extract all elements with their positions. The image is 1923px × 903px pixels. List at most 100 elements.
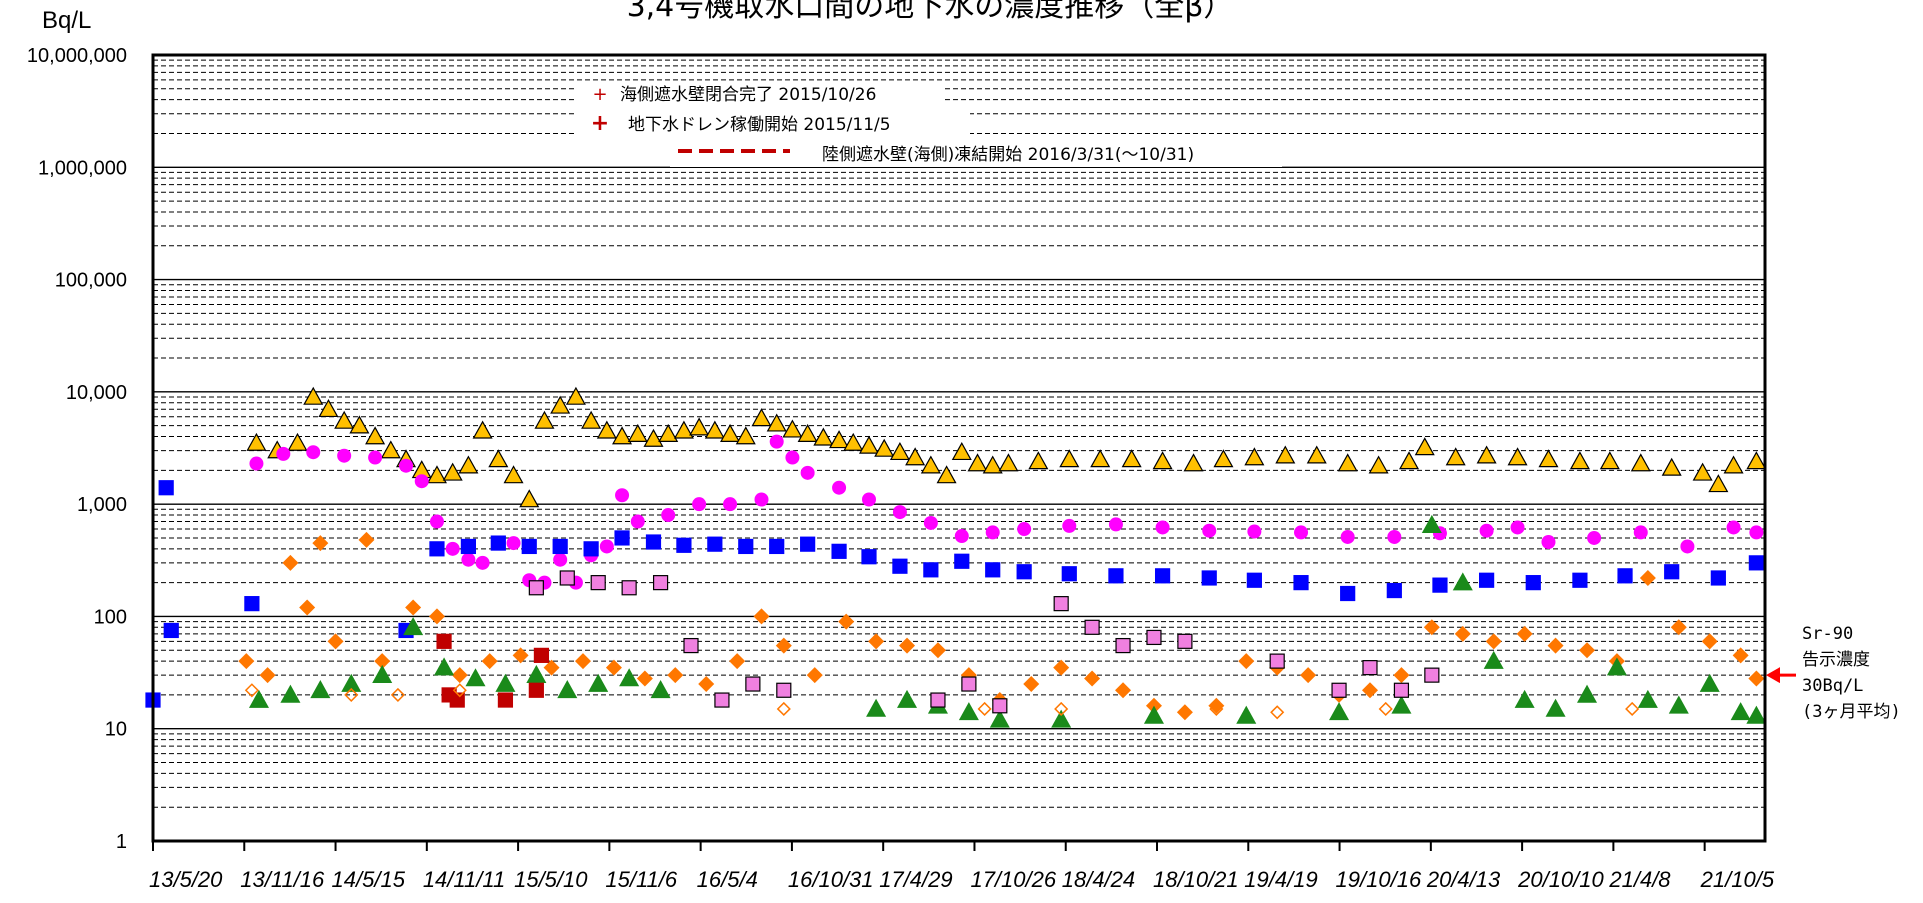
legend-bg-1: [575, 81, 945, 105]
data-point: [365, 426, 386, 445]
data-point: [831, 543, 847, 559]
data-point: [619, 668, 640, 687]
grid-lines: [153, 59, 1765, 842]
data-point: [528, 682, 544, 698]
data-point: [287, 432, 308, 451]
data-point: [650, 680, 671, 699]
data-point: [630, 514, 645, 529]
x-tick-label: 13/11/16: [240, 867, 325, 892]
data-point: [1340, 529, 1355, 544]
data-point: [390, 687, 405, 702]
data-point: [1749, 525, 1764, 540]
data-point: [800, 465, 815, 480]
data-point: [449, 692, 465, 708]
data-point: [1293, 575, 1309, 591]
data-point: [399, 458, 414, 473]
data-point: [1708, 474, 1729, 493]
data-point: [465, 668, 486, 687]
data-point: [923, 515, 938, 530]
data-point: [627, 423, 648, 442]
data-point: [1414, 437, 1435, 456]
data-point: [698, 676, 715, 693]
data-point: [434, 657, 455, 676]
x-tick-label: 14/5/15: [332, 867, 406, 892]
data-point: [1213, 449, 1234, 468]
data-point: [776, 682, 792, 698]
data-point: [1633, 525, 1648, 540]
data-point: [1176, 704, 1193, 721]
data-point: [1146, 629, 1162, 646]
data-point: [1294, 525, 1309, 540]
data-point: [1053, 596, 1069, 612]
data-point: [769, 434, 784, 449]
data-point: [985, 562, 1001, 578]
data-point: [645, 534, 662, 550]
data-point: [797, 423, 818, 442]
x-tick-label: 18/10/21: [1153, 867, 1239, 892]
data-point: [244, 683, 259, 698]
legend-bg-3: [670, 141, 1282, 167]
data-point: [1637, 689, 1658, 708]
annotation-line-1: Sr-90: [1802, 624, 1853, 644]
data-point: [874, 438, 895, 457]
plot-frame: [151, 53, 1767, 843]
data-point: [318, 399, 339, 418]
data-point: [782, 419, 803, 438]
data-point: [714, 692, 730, 708]
data-point: [1209, 701, 1224, 717]
data-point: [861, 549, 877, 565]
data-point: [1387, 529, 1402, 544]
data-point: [244, 596, 260, 612]
data-point: [306, 445, 321, 460]
data-point: [605, 659, 622, 676]
x-tick-label: 15/11/6: [605, 867, 678, 892]
annotation-arrow-head: [1766, 667, 1780, 684]
data-point: [676, 537, 692, 553]
data-point: [658, 423, 679, 442]
x-tick-label: 18/4/24: [1062, 867, 1135, 892]
data-point: [372, 664, 393, 683]
data-point: [1269, 653, 1285, 669]
data-point: [497, 692, 514, 708]
y-tick-label: 10,000,000: [27, 45, 127, 67]
data-point: [1545, 698, 1566, 717]
data-point: [1525, 575, 1541, 591]
data-point: [1547, 637, 1564, 654]
data-point: [581, 410, 602, 429]
data-point: [1108, 517, 1123, 532]
legend-label-3: 陸側遮水壁(海側)凍結開始 2016/3/31(〜10/31): [822, 145, 1194, 165]
data-point: [1617, 568, 1633, 584]
data-point: [1154, 568, 1171, 584]
data-point: [442, 462, 463, 481]
data-point: [481, 653, 498, 670]
x-tick-label: 21/10/5: [1700, 867, 1775, 892]
data-point: [745, 676, 761, 692]
data-point: [488, 449, 509, 468]
data-point: [599, 539, 614, 554]
data-point: [1710, 570, 1726, 586]
data-point: [1730, 702, 1751, 721]
data-point: [403, 617, 424, 636]
data-point: [588, 673, 609, 692]
data-point: [735, 426, 756, 445]
data-point: [1090, 449, 1111, 468]
data-point: [1059, 449, 1080, 468]
data-point: [775, 637, 792, 654]
data-point: [1177, 705, 1192, 720]
data-point: [341, 673, 362, 692]
annotation-line-4: (3ヶ月平均): [1802, 702, 1901, 722]
y-tick-label: 1,000: [77, 494, 127, 516]
data-point: [751, 408, 772, 427]
data-point: [1208, 697, 1225, 714]
data-point: [1023, 676, 1040, 693]
data-point: [1452, 572, 1473, 591]
data-point: [249, 456, 264, 471]
data-point: [299, 599, 316, 616]
x-tick-label: 16/10/31: [788, 867, 874, 892]
data-point: [1054, 701, 1069, 717]
y-tick-label: 10: [105, 719, 127, 741]
data-point: [1361, 682, 1378, 699]
data-point: [1668, 695, 1689, 714]
data-point: [344, 687, 359, 702]
data-point: [1432, 577, 1448, 593]
